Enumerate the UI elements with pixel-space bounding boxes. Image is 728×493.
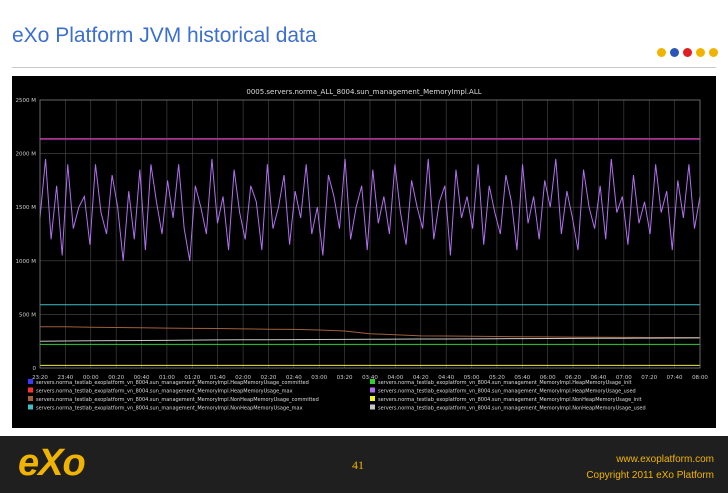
x-tick-label: 04:40 (438, 375, 454, 381)
x-tick-label: 23:20 (32, 375, 48, 381)
x-tick-label: 07:00 (616, 375, 632, 381)
x-tick-label: 23:40 (57, 375, 73, 381)
legend-swatch (28, 404, 33, 410)
dot-icon (696, 48, 705, 57)
x-tick-label: 04:20 (413, 375, 429, 381)
x-tick-label: 07:20 (641, 375, 657, 381)
x-tick-label: 07:40 (667, 375, 683, 381)
axis-layer: 0 500 M 1000 M 1500 M 2000 M 2500 M 23:20 23:40… (16, 98, 709, 381)
legend-swatch (370, 387, 375, 393)
dot-icon (683, 48, 692, 57)
legend-swatch (370, 379, 375, 384)
legend-swatch (28, 396, 33, 401)
plot-frame (39, 99, 701, 369)
x-tick-label: 06:00 (540, 375, 556, 381)
y-tick-label: 1500 M (16, 205, 37, 211)
y-tick-label: 2000 M (16, 152, 37, 158)
x-tick-label: 02:20 (261, 375, 277, 381)
x-tick-label: 02:40 (286, 375, 302, 381)
legend-label: servers.norma_testlab_exoplatform_vn_800… (378, 380, 632, 386)
y-tick-label: 500 M (19, 312, 36, 318)
series-layer (39, 138, 701, 366)
footer: eXo 41 www.exoplatform.com Copyright 201… (0, 436, 728, 493)
slide-title: eXo Platform JVM historical data (12, 24, 317, 47)
x-tick-label: 06:40 (591, 375, 607, 381)
x-tick-label: 05:20 (489, 375, 505, 381)
x-tick-label: 03:00 (311, 375, 327, 381)
chart-panel: 0005.servers.norma_ALL_8004.sun_manageme… (12, 76, 716, 428)
series-line (40, 326, 701, 339)
y-tick-label: 2500 M (16, 98, 37, 104)
x-tick-label: 01:00 (159, 375, 175, 381)
website-link[interactable]: www.exoplatform.com (616, 454, 714, 465)
exo-logo: eXo (18, 442, 86, 484)
x-tick-label: 01:20 (184, 375, 200, 381)
legend-label: servers.norma_testlab_exoplatform_vn_800… (36, 397, 319, 403)
memory-chart: 0005.servers.norma_ALL_8004.sun_manageme… (12, 76, 716, 428)
dot-icon (670, 48, 679, 57)
legend-label: servers.norma_testlab_exoplatform_vn_800… (378, 389, 636, 395)
legend-label: servers.norma_testlab_exoplatform_vn_800… (378, 406, 646, 412)
x-tick-label: 01:40 (210, 375, 226, 381)
x-tick-label: 03:40 (362, 375, 378, 381)
legend-swatch (370, 396, 375, 401)
x-tick-label: 04:00 (387, 375, 403, 381)
x-tick-label: 00:00 (83, 375, 99, 381)
title-divider (12, 67, 716, 68)
legend-swatch (28, 379, 33, 384)
series-line (39, 158, 701, 261)
x-tick-label: 00:40 (134, 375, 150, 381)
copyright-text: Copyright 2011 eXo Platform (586, 470, 714, 481)
x-tick-label: 05:00 (464, 375, 480, 381)
x-tick-label: 00:20 (108, 375, 124, 381)
x-tick-label: 06:20 (565, 375, 581, 381)
legend-label: servers.norma_testlab_exoplatform_vn_800… (378, 397, 642, 403)
x-tick-label: 02:00 (235, 375, 251, 381)
page-number: 41 (352, 458, 364, 472)
chart-title: 0005.servers.norma_ALL_8004.sun_manageme… (246, 88, 481, 96)
legend-label: servers.norma_testlab_exoplatform_vn_800… (36, 380, 309, 386)
dot-icon (709, 48, 718, 57)
decorative-dots (657, 48, 718, 57)
legend-swatch (28, 387, 33, 393)
y-tick-label: 0 (33, 366, 37, 372)
legend: servers.norma_testlab_exoplatform_vn_800… (28, 379, 646, 412)
x-tick-label: 05:40 (514, 375, 530, 381)
dot-icon (657, 48, 666, 57)
y-tick-label: 1000 M (16, 259, 37, 265)
x-tick-label: 03:20 (337, 375, 353, 381)
legend-label: servers.norma_testlab_exoplatform_vn_800… (36, 389, 293, 395)
grid-layer (39, 99, 701, 369)
legend-label: servers.norma_testlab_exoplatform_vn_800… (36, 406, 303, 412)
x-tick-label: 08:00 (692, 375, 708, 381)
legend-swatch (370, 404, 375, 410)
series-line (39, 337, 701, 342)
